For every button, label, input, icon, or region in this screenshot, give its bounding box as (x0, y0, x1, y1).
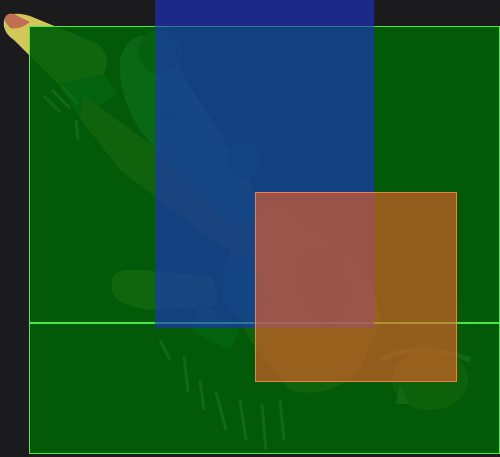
hitbox (255, 192, 457, 382)
